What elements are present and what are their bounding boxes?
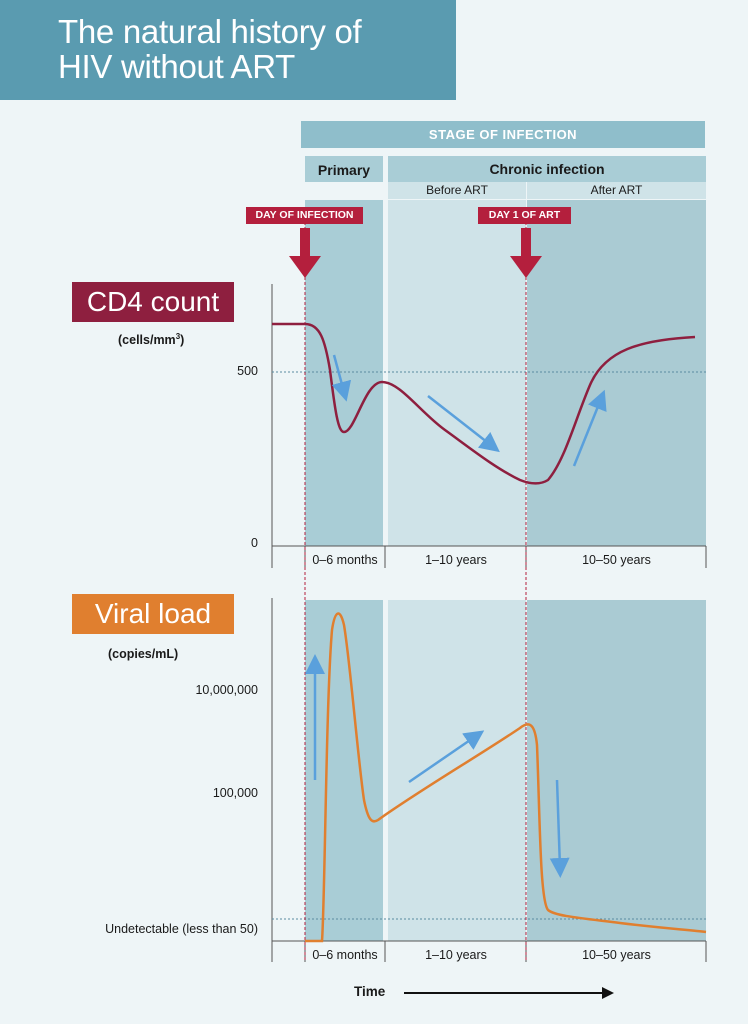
cd4-recovery-arrow-icon [572,389,607,467]
title-line-1: The natural history of [58,13,362,50]
viral-before-art-bg [388,600,526,941]
art-arrow-icon [510,228,542,278]
viral-load-curve [305,612,707,943]
primary-stage-label: Primary [305,156,383,182]
before-art-label: Before ART [388,182,526,199]
cd4-x-label-after-art: 10–50 years [582,553,651,567]
cd4-slow-decline-arrow-icon [427,395,500,453]
viral-drop-arrow-icon [549,779,570,878]
viral-x-label-after-art: 10–50 years [582,948,651,962]
cd4-unit-label: (cells/mm3) [118,332,185,348]
cd4-x-label-primary: 0–6 months [312,553,378,567]
title-banner: The natural history of HIV without ART [0,0,456,100]
cd4-curve [272,322,696,485]
viral-rise-arrow-icon [408,730,485,784]
cd4-decline-arrow-icon [331,354,352,402]
cd4-primary-bg [305,200,383,546]
title-line-2: HIV without ART [58,48,295,85]
viral-tick-100k: 100,000 [212,786,258,800]
after-art-label: After ART [527,182,706,199]
chronic-stage-label: Chronic infection [388,156,706,182]
cd4-before-art-bg [388,200,526,546]
viral-tick-undetectable: Undetectable (less than 50) [105,922,258,936]
cd4-unit-text: cells/mm [122,333,176,348]
viral-tick-10m: 10,000,000 [195,683,258,697]
viral-load-label: Viral load [72,594,234,634]
time-arrow-icon [602,987,614,999]
viral-after-art-bg [527,600,706,941]
time-axis-label: Time [354,984,386,999]
stage-of-infection-header: STAGE OF INFECTION [301,121,705,148]
cd4-tick-500: 500 [237,364,258,378]
cd4-after-art-bg [527,200,706,546]
infection-arrow-icon [289,228,321,278]
viral-x-label-before-art: 1–10 years [425,948,487,962]
cd4-count-label: CD4 count [72,282,234,322]
cd4-unit-superscript: 3 [175,332,181,341]
viral-primary-bg [305,600,383,941]
day-1-of-art-tag: DAY 1 OF ART [478,207,571,224]
viral-unit-label: (copies/mL) [108,647,179,661]
cd4-tick-0: 0 [251,536,258,550]
day-of-infection-tag: DAY OF INFECTION [246,207,363,224]
cd4-x-label-before-art: 1–10 years [425,553,487,567]
viral-x-label-primary: 0–6 months [312,948,378,962]
